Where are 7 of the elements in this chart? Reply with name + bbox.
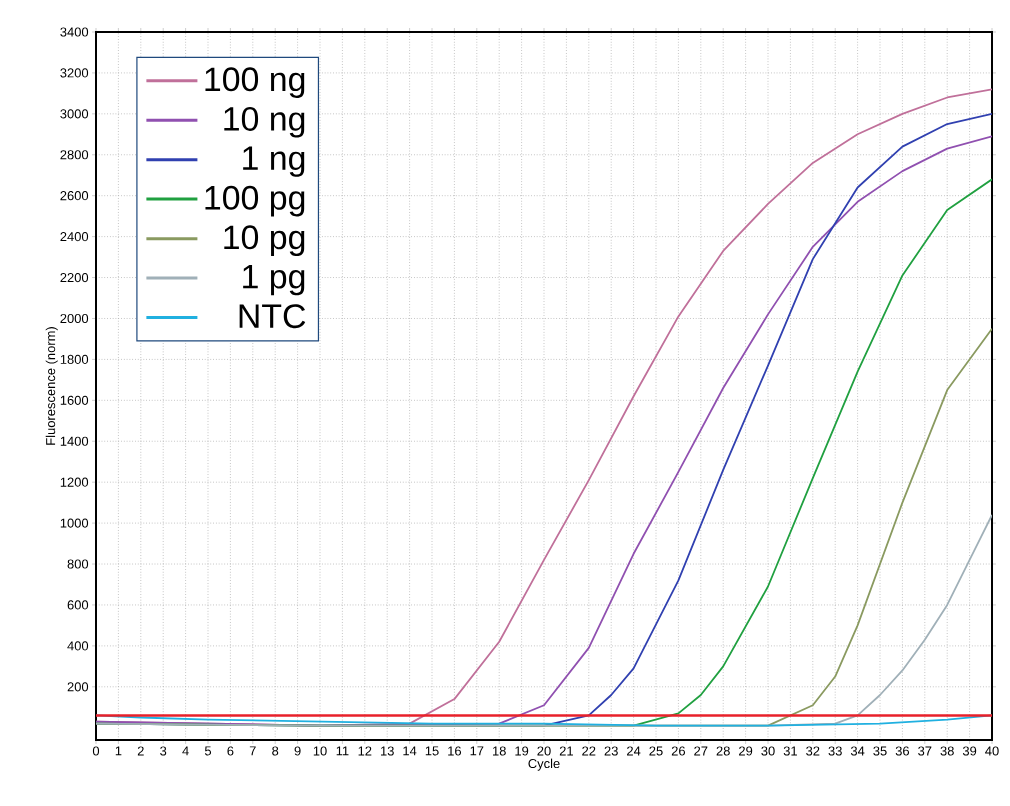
legend-label: 100 ng <box>205 67 305 99</box>
legend-label: 10 pg <box>224 225 305 257</box>
legend-label: NTC <box>239 304 306 329</box>
legend-label: 1 pg <box>243 264 305 296</box>
legend-label: 1 ng <box>243 146 305 177</box>
legend-label: 100 pg <box>205 185 305 217</box>
legend-label: 10 ng <box>224 106 305 138</box>
